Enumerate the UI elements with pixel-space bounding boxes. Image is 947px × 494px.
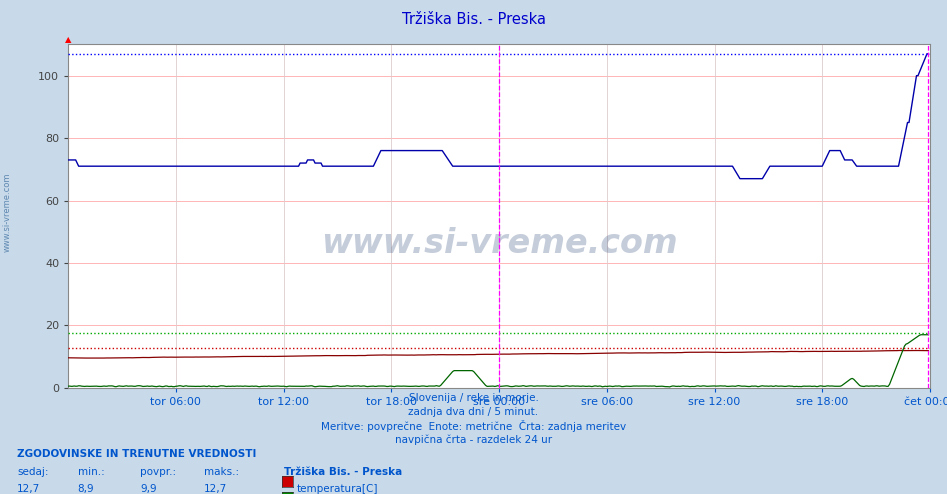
Text: 9,9: 9,9 bbox=[140, 484, 157, 494]
Text: sedaj:: sedaj: bbox=[17, 467, 48, 477]
Text: Slovenija / reke in morje.: Slovenija / reke in morje. bbox=[408, 393, 539, 403]
Text: 12,7: 12,7 bbox=[204, 484, 227, 494]
Text: Tržiška Bis. - Preska: Tržiška Bis. - Preska bbox=[402, 12, 545, 27]
Text: povpr.:: povpr.: bbox=[140, 467, 176, 477]
Text: 8,9: 8,9 bbox=[78, 484, 95, 494]
Text: min.:: min.: bbox=[78, 467, 104, 477]
Text: navpična črta - razdelek 24 ur: navpična črta - razdelek 24 ur bbox=[395, 434, 552, 445]
Text: Tržiška Bis. - Preska: Tržiška Bis. - Preska bbox=[284, 467, 402, 477]
Text: www.si-vreme.com: www.si-vreme.com bbox=[3, 173, 12, 252]
Text: ZGODOVINSKE IN TRENUTNE VREDNOSTI: ZGODOVINSKE IN TRENUTNE VREDNOSTI bbox=[17, 449, 257, 458]
Text: maks.:: maks.: bbox=[204, 467, 239, 477]
Text: zadnja dva dni / 5 minut.: zadnja dva dni / 5 minut. bbox=[408, 407, 539, 416]
Text: www.si-vreme.com: www.si-vreme.com bbox=[321, 227, 677, 260]
Text: Meritve: povprečne  Enote: metrične  Črta: zadnja meritev: Meritve: povprečne Enote: metrične Črta:… bbox=[321, 420, 626, 432]
Text: ▲: ▲ bbox=[65, 36, 71, 44]
Text: temperatura[C]: temperatura[C] bbox=[296, 484, 378, 494]
Text: 12,7: 12,7 bbox=[17, 484, 41, 494]
